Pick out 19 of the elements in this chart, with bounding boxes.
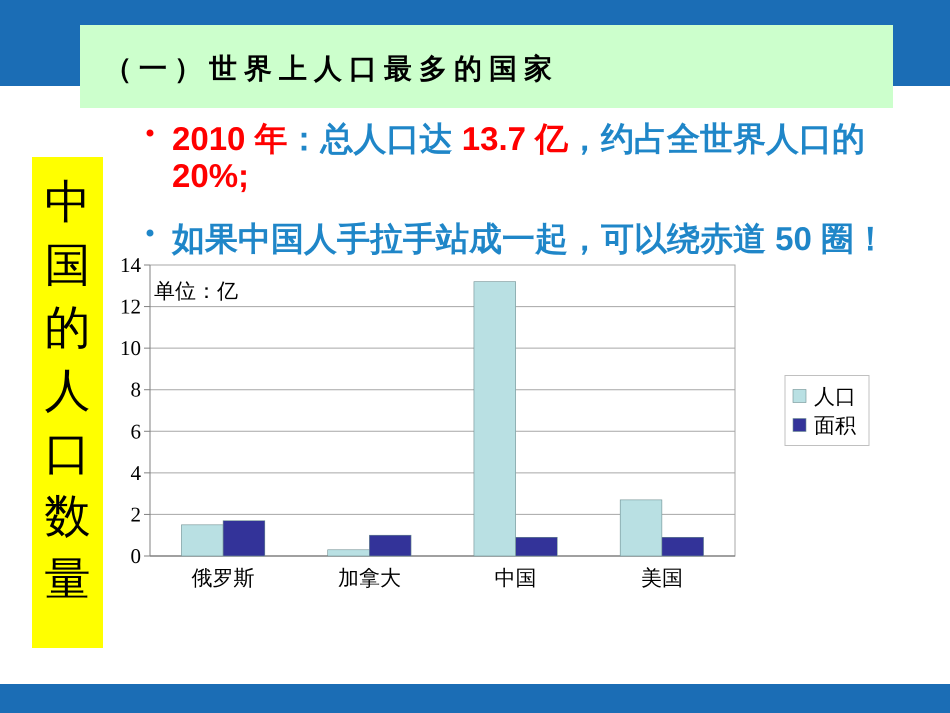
x-tick-label: 俄罗斯	[192, 566, 255, 590]
legend-label: 人口	[814, 384, 856, 408]
y-axis-title: 单位：亿	[154, 279, 238, 303]
y-tick-label: 4	[130, 460, 142, 485]
y-tick-label: 0	[130, 544, 141, 568]
x-tick-label: 加拿大	[338, 566, 401, 590]
y-tick-label: 14	[120, 253, 142, 277]
legend-label: 面积	[814, 414, 856, 438]
text: 如果中国人手拉手站成一起，可以绕赤道 50 圈！	[171, 220, 888, 257]
chart-title: （一）世界上人口最多的国家	[104, 53, 559, 85]
y-tick-label: 6	[130, 419, 141, 444]
y-tick-label: 8	[130, 378, 141, 402]
x-tick-label: 中国	[494, 566, 537, 590]
text: 中国的人口数量	[44, 176, 90, 605]
y-tick-label: 12	[120, 294, 141, 319]
x-tick-label: 美国	[640, 566, 683, 590]
text: 2010 年：总人口达 13.7 亿，约占全世界人口的 20%;	[172, 120, 866, 194]
y-tick-label: 10	[120, 336, 141, 360]
y-tick-label: 2	[130, 502, 141, 526]
